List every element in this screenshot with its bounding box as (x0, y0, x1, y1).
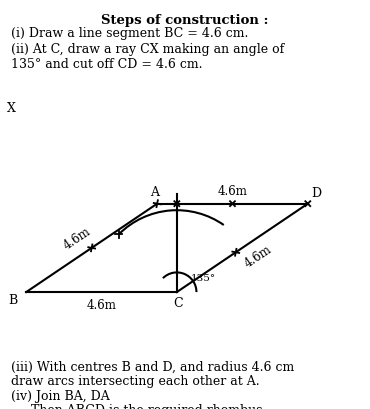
Text: Then ABCD is the required rhombus.: Then ABCD is the required rhombus. (11, 404, 266, 409)
Text: 135°: 135° (191, 274, 216, 283)
Text: 135° and cut off CD = 4.6 cm.: 135° and cut off CD = 4.6 cm. (11, 58, 203, 71)
Text: C: C (174, 297, 183, 310)
Text: 4.6m: 4.6m (87, 299, 117, 312)
Text: X: X (6, 102, 15, 115)
Text: A: A (150, 186, 159, 199)
Text: 4.6m: 4.6m (218, 185, 248, 198)
Text: (ii) At C, draw a ray CX making an angle of: (ii) At C, draw a ray CX making an angle… (11, 43, 285, 56)
Text: (i) Draw a line segment BC = 4.6 cm.: (i) Draw a line segment BC = 4.6 cm. (11, 27, 249, 40)
Text: (iii) With centres B and D, and radius 4.6 cm: (iii) With centres B and D, and radius 4… (11, 361, 295, 374)
Text: Steps of construction :: Steps of construction : (101, 14, 269, 27)
Text: B: B (9, 294, 18, 307)
Text: (iv) Join BA, DA: (iv) Join BA, DA (11, 390, 110, 403)
Text: D: D (312, 187, 322, 200)
Text: draw arcs intersecting each other at A.: draw arcs intersecting each other at A. (11, 375, 260, 389)
Text: 4.6m: 4.6m (242, 243, 275, 270)
Text: 4.6m: 4.6m (61, 225, 92, 253)
